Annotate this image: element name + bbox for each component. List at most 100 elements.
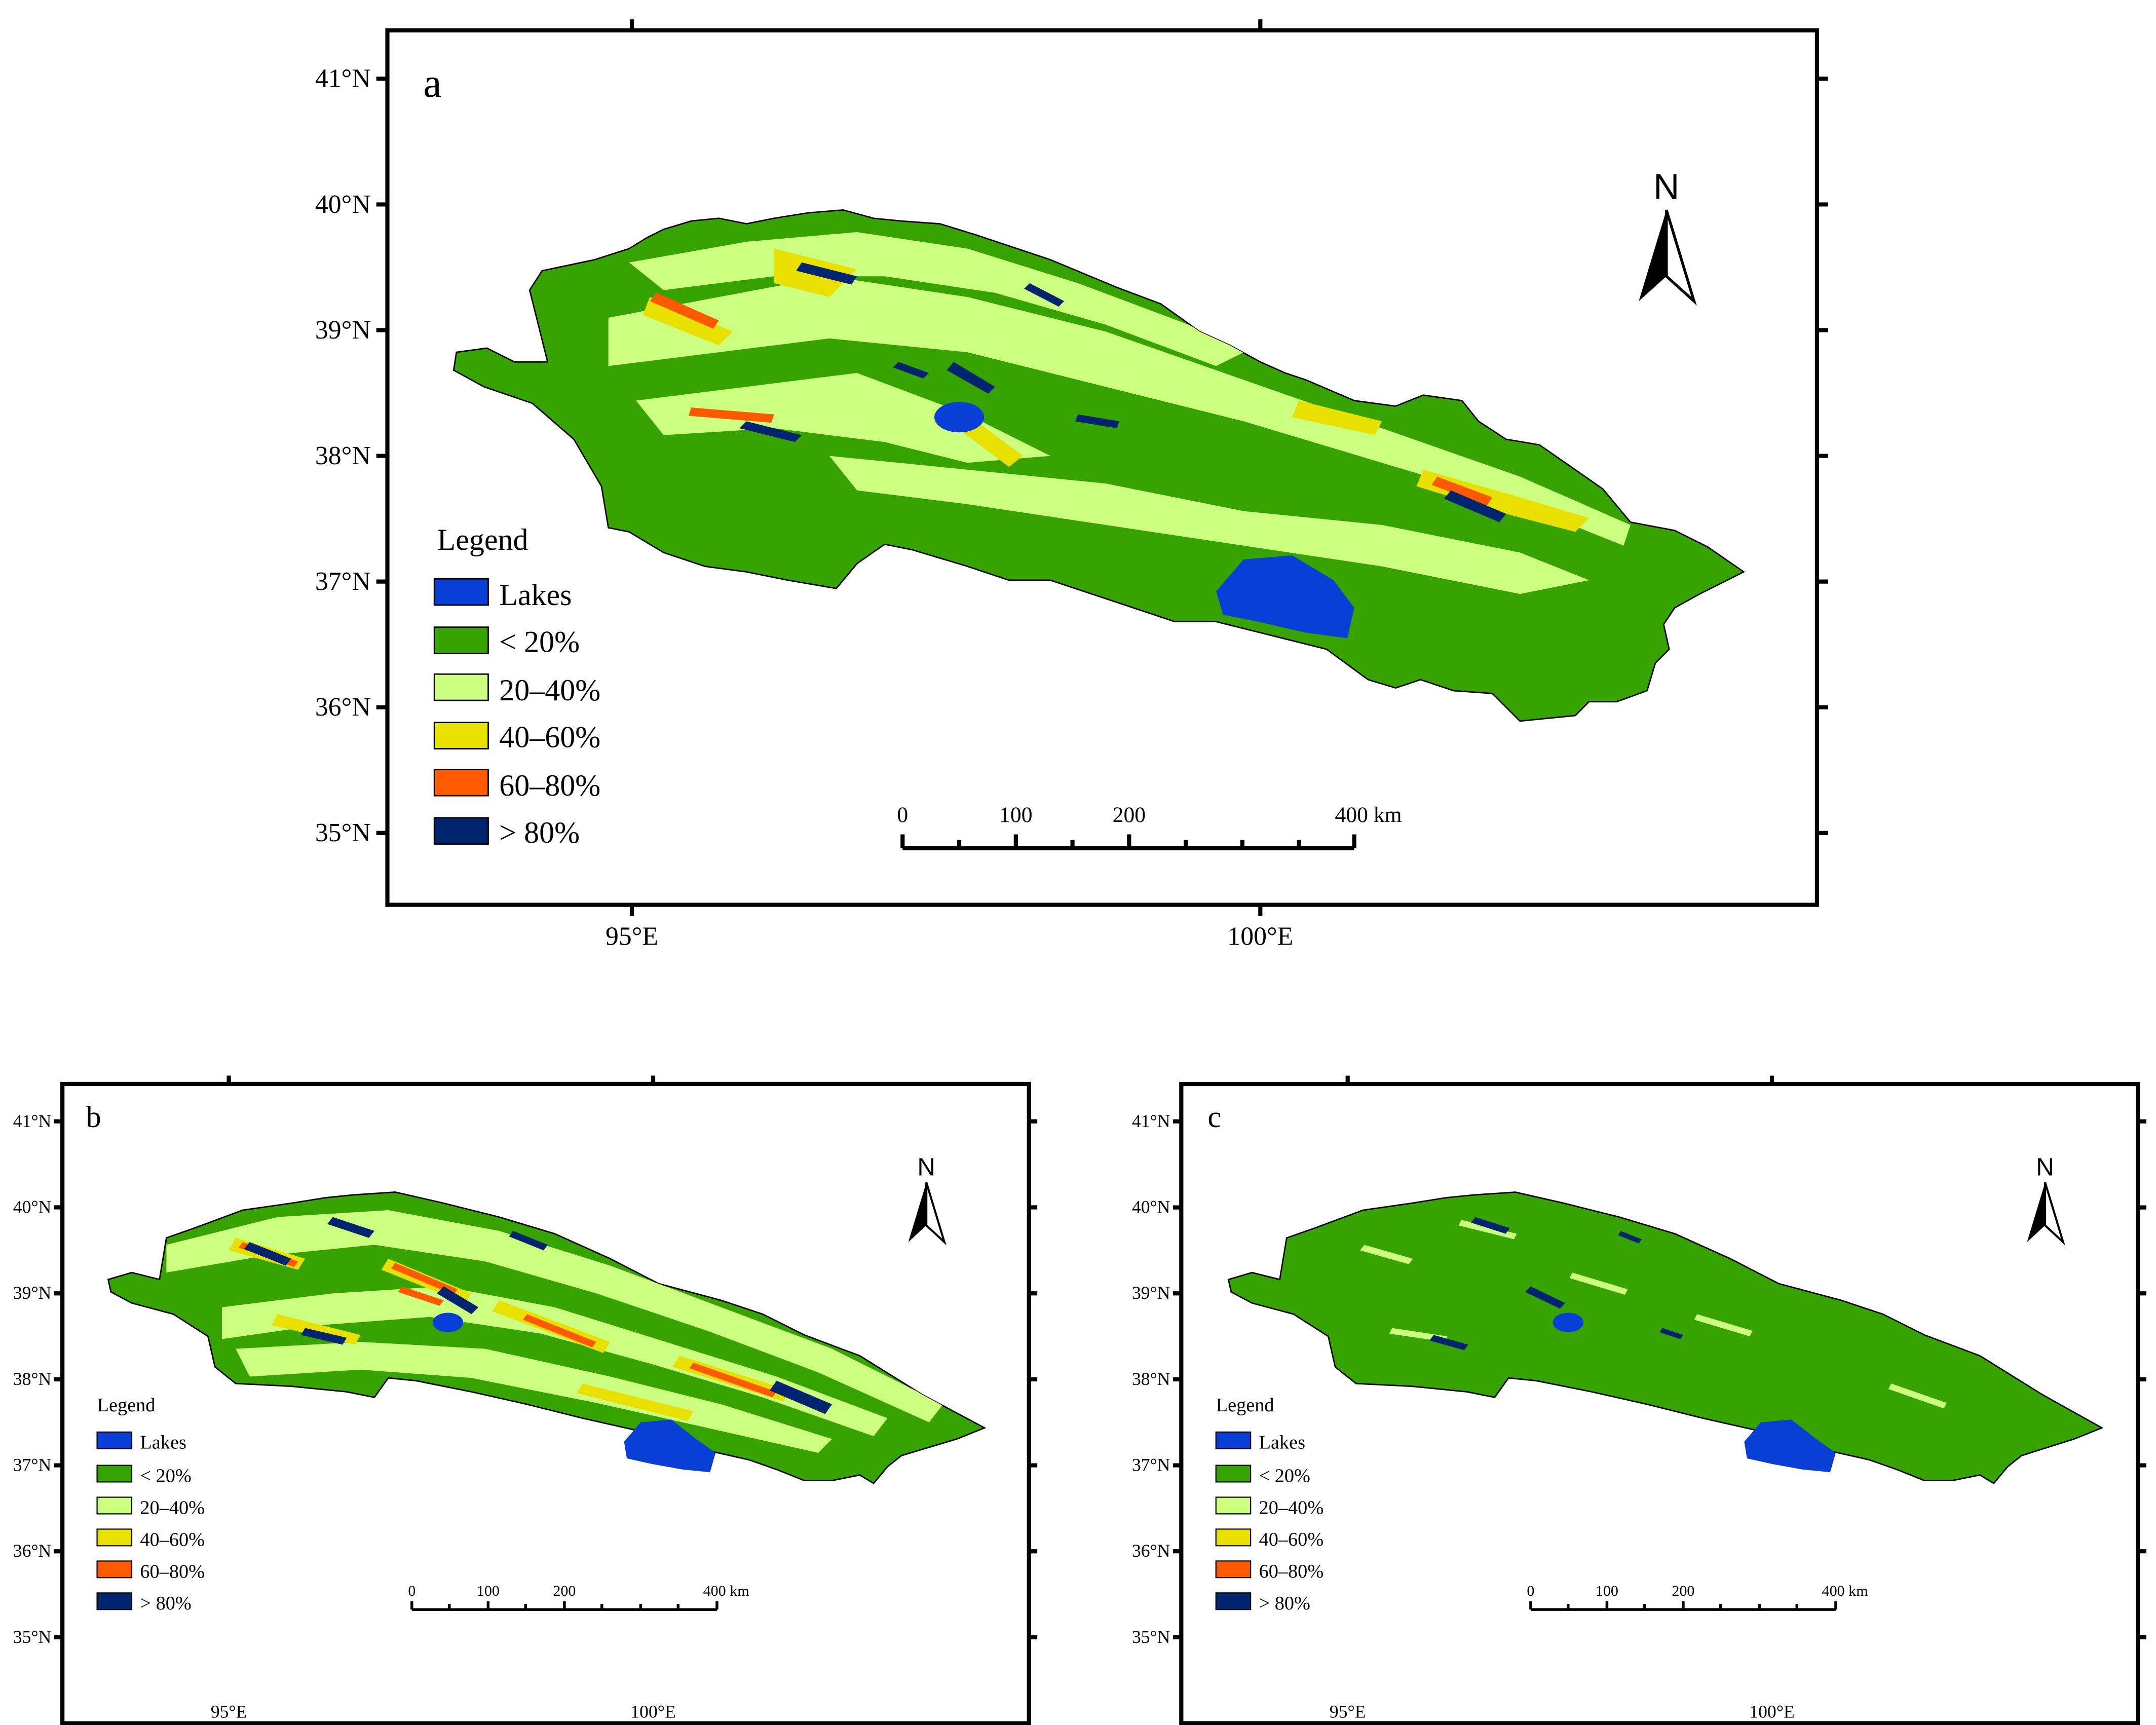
scale-bar: 0 100 200 400 km bbox=[897, 803, 1402, 850]
legend-item-label: > 80% bbox=[140, 1593, 191, 1614]
legend-title: Legend bbox=[97, 1395, 156, 1416]
lat-label: 40°N bbox=[1132, 1197, 1170, 1217]
lat-label: 39°N bbox=[315, 316, 371, 345]
suitability-bands bbox=[608, 232, 1631, 594]
legend-item-label: > 80% bbox=[1259, 1593, 1310, 1614]
legend-item-label: 20–40% bbox=[1259, 1497, 1324, 1518]
scale-label: 400 km bbox=[703, 1582, 749, 1599]
longitude-labels: 95°E 100°E bbox=[606, 922, 1293, 951]
legend-item-label: 40–60% bbox=[1259, 1529, 1324, 1550]
scale-bar: 0 100 200 400 km bbox=[408, 1582, 749, 1611]
lat-label: 36°N bbox=[1132, 1541, 1170, 1561]
suitability-bands bbox=[166, 1210, 943, 1453]
scale-label: 200 bbox=[553, 1582, 576, 1599]
legend-item-label: Lakes bbox=[140, 1432, 186, 1453]
scale-label: 100 bbox=[999, 803, 1032, 827]
region-base bbox=[1227, 1191, 2104, 1484]
scale-label: 0 bbox=[408, 1582, 415, 1599]
scale-label: 100 bbox=[1596, 1582, 1618, 1599]
north-arrow-icon: N bbox=[908, 1153, 947, 1246]
lon-label: 95°E bbox=[211, 1702, 247, 1722]
lat-label: 41°N bbox=[1132, 1111, 1170, 1131]
north-label: N bbox=[1653, 167, 1679, 207]
lake-shape bbox=[624, 1419, 716, 1473]
lon-label: 95°E bbox=[606, 922, 658, 951]
frame-ticks bbox=[54, 1075, 1038, 1640]
lon-label: 100°E bbox=[1227, 922, 1293, 951]
map-panel-a: 41°N 40°N 39°N 38°N 37°N 36°N 35°N 95°E … bbox=[315, 19, 1828, 951]
longitude-labels: 95°E 100°E bbox=[1330, 1702, 1795, 1722]
lake-shape bbox=[934, 402, 985, 433]
lat-label: 37°N bbox=[13, 1455, 51, 1475]
legend-item-label: < 20% bbox=[499, 625, 580, 659]
longitude-labels: 95°E 100°E bbox=[211, 1702, 676, 1722]
legend: Legend Lakes < 20% 20–40% 40–60% 60–80% … bbox=[96, 1395, 205, 1614]
lat-label: 40°N bbox=[13, 1196, 51, 1217]
scale-label: 400 km bbox=[1335, 803, 1402, 827]
lat-label: 41°N bbox=[315, 64, 371, 93]
panel-label: c bbox=[1207, 1100, 1221, 1134]
lat-label: 38°N bbox=[315, 441, 371, 470]
panel-label: b bbox=[86, 1100, 101, 1134]
scale-label: 100 bbox=[477, 1582, 500, 1599]
legend-item-label: 40–60% bbox=[499, 721, 600, 754]
legend-item-label: 60–80% bbox=[140, 1561, 205, 1582]
lat-label: 35°N bbox=[315, 818, 371, 847]
frame-ticks bbox=[1172, 1075, 2146, 1639]
lat-label: 38°N bbox=[13, 1369, 51, 1389]
legend-item-label: 60–80% bbox=[499, 769, 600, 802]
study-region bbox=[107, 1191, 987, 1484]
lat-label: 39°N bbox=[13, 1283, 51, 1303]
legend-item-label: < 20% bbox=[1259, 1465, 1310, 1486]
lat-label: 37°N bbox=[1132, 1454, 1170, 1475]
study-region bbox=[452, 209, 1746, 722]
legend-item-label: 60–80% bbox=[1259, 1561, 1324, 1582]
map-canvas-a: 41°N 40°N 39°N 38°N 37°N 36°N 35°N 95°E … bbox=[315, 19, 1828, 951]
lat-label: 36°N bbox=[315, 693, 371, 722]
scale-label: 0 bbox=[1527, 1582, 1534, 1599]
lon-label: 95°E bbox=[1330, 1702, 1366, 1722]
legend-item-label: > 80% bbox=[499, 816, 580, 849]
region-base bbox=[107, 1191, 987, 1484]
legend-item-label: 20–40% bbox=[499, 673, 600, 707]
lat-label: 39°N bbox=[1132, 1283, 1170, 1303]
lake-shape bbox=[1216, 555, 1354, 639]
scale-label: 0 bbox=[897, 803, 908, 827]
frame-ticks bbox=[376, 19, 1828, 916]
legend-title: Legend bbox=[1216, 1395, 1274, 1416]
scale-label: 200 bbox=[1113, 803, 1146, 827]
latitude-labels: 41°N 40°N 39°N 38°N 37°N 36°N 35°N bbox=[13, 1111, 51, 1647]
lat-label: 36°N bbox=[13, 1541, 51, 1561]
latitude-labels: 41°N 40°N 39°N 38°N 37°N 36°N 35°N bbox=[1132, 1111, 1170, 1647]
lat-label: 37°N bbox=[315, 567, 371, 596]
legend-item-label: < 20% bbox=[140, 1465, 191, 1486]
study-region bbox=[1227, 1191, 2104, 1484]
legend: Legend Lakes < 20% 20–40% 40–60% 60–80% … bbox=[433, 523, 600, 849]
lake-shape bbox=[1553, 1312, 1583, 1332]
legend: Legend Lakes < 20% 20–40% 40–60% 60–80% … bbox=[1215, 1395, 1324, 1614]
lat-label: 35°N bbox=[1132, 1627, 1170, 1647]
map-canvas-b: 41°N 40°N 39°N 38°N 37°N 36°N 35°N 95°E … bbox=[13, 1075, 1038, 1725]
legend-item-label: 40–60% bbox=[140, 1529, 205, 1550]
north-label: N bbox=[917, 1153, 935, 1181]
north-label: N bbox=[2036, 1153, 2054, 1181]
legend-title: Legend bbox=[437, 523, 528, 556]
latitude-labels: 41°N 40°N 39°N 38°N 37°N 36°N 35°N bbox=[315, 64, 371, 847]
map-canvas-c: 41°N 40°N 39°N 38°N 37°N 36°N 35°N 95°E … bbox=[1132, 1075, 2146, 1725]
suitability-bands bbox=[1360, 1217, 1947, 1409]
lat-label: 40°N bbox=[315, 190, 371, 219]
map-panel-b: 41°N 40°N 39°N 38°N 37°N 36°N 35°N 95°E … bbox=[0, 1064, 1054, 1725]
lat-label: 38°N bbox=[1132, 1369, 1170, 1389]
legend-item-label: Lakes bbox=[499, 578, 572, 612]
lat-label: 41°N bbox=[13, 1111, 51, 1131]
panel-label: a bbox=[423, 60, 441, 106]
legend-item-label: Lakes bbox=[1259, 1432, 1305, 1453]
scale-label: 400 km bbox=[1822, 1582, 1868, 1599]
map-panel-c: 41°N 40°N 39°N 38°N 37°N 36°N 35°N 95°E … bbox=[1115, 1064, 2156, 1725]
legend-item-label: 20–40% bbox=[140, 1497, 205, 1518]
scale-bar: 0 100 200 400 km bbox=[1527, 1582, 1868, 1611]
lake-shape bbox=[1744, 1419, 1836, 1473]
lat-label: 35°N bbox=[13, 1627, 51, 1647]
scale-label: 200 bbox=[1672, 1582, 1694, 1599]
lon-label: 100°E bbox=[1749, 1702, 1794, 1722]
